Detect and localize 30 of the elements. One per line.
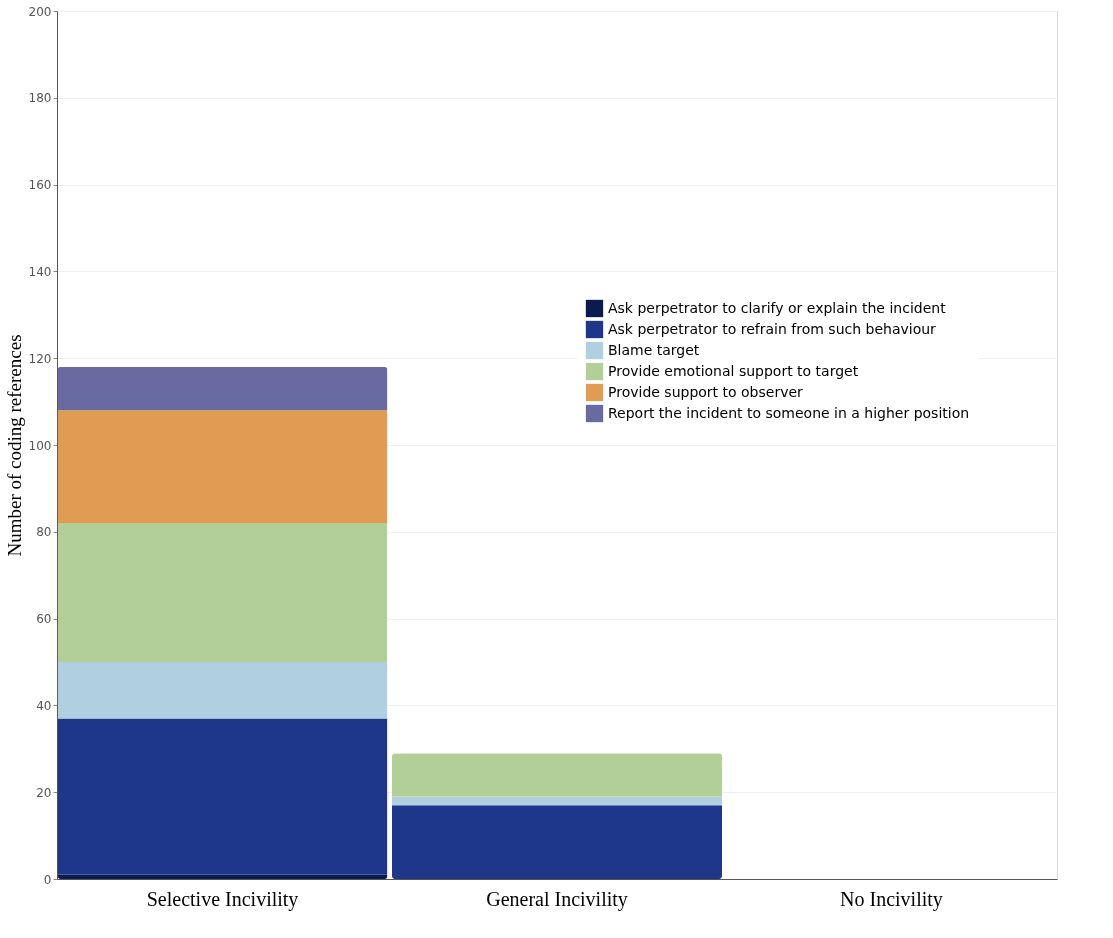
bar (392, 805, 722, 879)
bar (57, 662, 388, 719)
y-tick-label: 160 (28, 178, 52, 193)
y-axis-title: Number of coding references (3, 334, 25, 557)
legend-label: Provide support to observer (608, 383, 804, 400)
legend-label: Blame target (608, 341, 700, 358)
y-tick-label: 60 (36, 612, 52, 627)
legend-label: Ask perpetrator to refrain from such behaviour (608, 320, 937, 337)
bar (57, 410, 388, 524)
bar (392, 796, 722, 806)
bar (57, 366, 388, 411)
x-tick-label: Selective Incivility (146, 887, 299, 911)
bar (57, 718, 388, 875)
bar (57, 523, 388, 662)
y-tick-label: 0 (43, 872, 52, 887)
y-tick-label: 120 (28, 351, 52, 366)
y-tick-label: 200 (28, 4, 52, 19)
bar (392, 753, 722, 797)
y-tick-label: 40 (36, 698, 52, 713)
y-tick-label: 80 (36, 525, 52, 540)
legend-label: Provide emotional support to target (608, 362, 859, 379)
y-tick-label: 140 (28, 264, 52, 279)
bar (57, 874, 388, 879)
y-tick-label: 20 (36, 785, 52, 800)
legend-label: Ask perpetrator to clarify or explain the incident (608, 299, 947, 316)
y-tick-label: 100 (28, 438, 52, 453)
x-tick-label: No Incivility (840, 887, 943, 911)
legend-label: Report the incident to someone in a higher position (608, 404, 970, 421)
y-tick-label: 180 (28, 91, 52, 106)
x-tick-label: General Incivility (486, 887, 628, 911)
